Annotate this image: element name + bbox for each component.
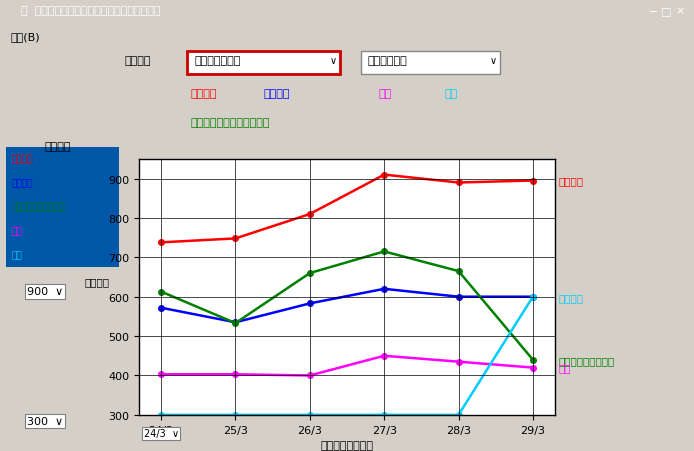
Bar <box>6 147 119 268</box>
Text: 解体: 解体 <box>12 251 22 260</box>
Text: ∨: ∨ <box>330 56 337 66</box>
Text: ─: ─ <box>649 6 656 16</box>
X-axis label: 決算期（年／月）: 決算期（年／月） <box>321 440 373 450</box>
Text: （点数）: （点数） <box>84 277 109 287</box>
Text: 舗装: 舗装 <box>378 88 391 98</box>
Text: ×: × <box>675 6 685 16</box>
Text: 戻る(B): 戻る(B) <box>10 32 40 42</box>
Text: 🗗  工事種類別比較評点推移－経審建設（株）: 🗗 工事種類別比較評点推移－経審建設（株） <box>21 6 160 16</box>
Text: ∨: ∨ <box>489 56 496 66</box>
Text: □: □ <box>661 6 672 16</box>
Text: とび・土工・コンクリ: とび・土工・コンクリ <box>12 203 65 212</box>
Text: 建築一式: 建築一式 <box>264 88 290 98</box>
Text: 土木一式: 土木一式 <box>12 155 33 164</box>
Text: とび・土工・コンク: とび・土工・コンク <box>559 355 615 365</box>
Text: 300  ∨: 300 ∨ <box>27 416 63 426</box>
Text: 解体: 解体 <box>444 88 457 98</box>
FancyBboxPatch shape <box>361 51 500 75</box>
FancyBboxPatch shape <box>187 51 340 75</box>
Text: とび・土工・コンクリート: とび・土工・コンクリート <box>191 118 271 128</box>
Text: 900  ∨: 900 ∨ <box>27 287 63 297</box>
Text: 土木一式: 土木一式 <box>191 88 217 98</box>
Text: 建築一式: 建築一式 <box>12 179 33 188</box>
Text: 24/3  ∨: 24/3 ∨ <box>144 428 178 438</box>
Text: 建築一式: 建築一式 <box>559 292 584 302</box>
Text: 舗装: 舗装 <box>559 363 571 373</box>
Text: 舗装: 舗装 <box>12 227 22 236</box>
Text: 評点選択: 評点選択 <box>125 56 151 66</box>
Text: 土木一式: 土木一式 <box>559 176 584 186</box>
Text: 工事種類: 工事種類 <box>44 142 71 152</box>
Text: 追加表示なし: 追加表示なし <box>368 56 407 66</box>
Text: 完工高評点Ｘ１: 完工高評点Ｘ１ <box>194 56 241 66</box>
